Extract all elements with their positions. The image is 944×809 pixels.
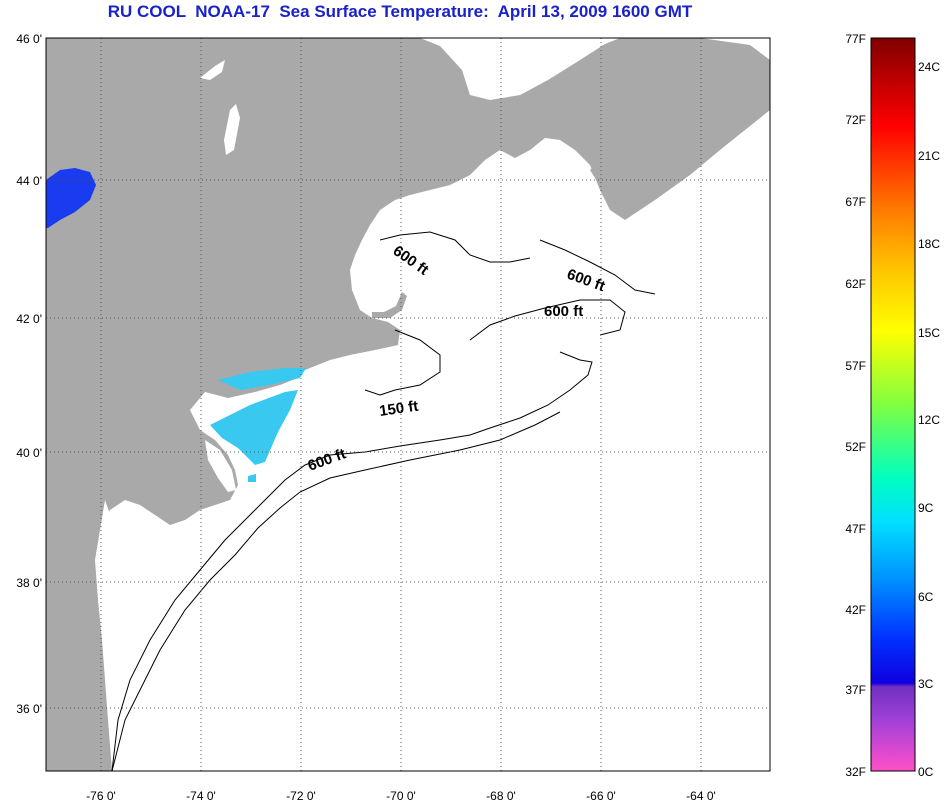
colorbar-c-21: 21C xyxy=(918,149,940,163)
inland-lake-2 xyxy=(224,104,240,155)
colorbar-f-52: 52F xyxy=(845,440,866,454)
isobath-label-600-georges: 600 ft xyxy=(544,303,583,320)
colorbar-f-37: 37F xyxy=(845,683,866,697)
lon-label-76: -76 0' xyxy=(86,789,116,803)
colorbar-c-0: 0C xyxy=(918,765,934,779)
colorbar-f-42: 42F xyxy=(845,603,866,617)
colorbar-f-72: 72F xyxy=(845,113,866,127)
lat-label-44: 44 0' xyxy=(16,174,42,188)
colorbar-f-67: 67F xyxy=(845,195,866,209)
nova-scotia xyxy=(590,62,770,215)
lon-label-72: -72 0' xyxy=(286,789,316,803)
colorbar-f-77: 77F xyxy=(845,32,866,46)
colorbar-c-9: 9C xyxy=(918,501,934,515)
cool-water-patch-li-sound xyxy=(218,368,306,390)
delaware-bay xyxy=(205,440,236,492)
colorbar-c-3: 3C xyxy=(918,677,934,691)
colorbar-c-24: 24C xyxy=(918,60,940,74)
cool-water-spot xyxy=(248,474,256,482)
colorbar-c-12: 12C xyxy=(918,413,940,427)
colorbar-c-18: 18C xyxy=(918,237,940,251)
lat-label-46: 46 0' xyxy=(16,32,42,46)
lon-label-70: -70 0' xyxy=(386,789,416,803)
isobath-contours xyxy=(111,231,656,772)
lake-champlain-cold xyxy=(46,168,96,228)
lat-label-36: 36 0' xyxy=(16,702,42,716)
colorbar-f-62: 62F xyxy=(845,277,866,291)
cape-cod xyxy=(372,292,407,318)
lon-label-74: -74 0' xyxy=(186,789,216,803)
graticule-grid xyxy=(46,38,770,771)
map-title: RU COOL NOAA-17 Sea Surface Temperature:… xyxy=(107,2,693,21)
lon-label-68: -68 0' xyxy=(486,789,516,803)
map-frame xyxy=(45,37,771,772)
lat-label-38: 38 0' xyxy=(16,576,42,590)
mainland-landmass xyxy=(46,38,770,771)
colorbar-f-57: 57F xyxy=(845,359,866,373)
colorbar-f-47: 47F xyxy=(845,522,866,536)
colorbar xyxy=(870,37,916,772)
colorbar-c-6: 6C xyxy=(918,590,934,604)
isobath-label-150: 150 ft xyxy=(378,398,419,420)
colorbar-c-15: 15C xyxy=(918,326,940,340)
lat-label-40: 40 0' xyxy=(16,446,42,460)
colorbar-f-32: 32F xyxy=(845,765,866,779)
lon-label-64: -64 0' xyxy=(686,789,716,803)
lon-label-66: -66 0' xyxy=(586,789,616,803)
cool-water-patch-ny-bight xyxy=(210,390,298,465)
lat-label-42: 42 0' xyxy=(16,312,42,326)
inland-lake xyxy=(200,60,225,80)
